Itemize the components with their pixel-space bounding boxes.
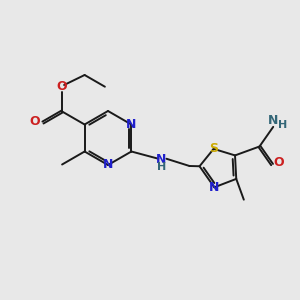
Text: N: N (209, 181, 220, 194)
Text: H: H (157, 162, 166, 172)
Text: O: O (57, 80, 68, 94)
Text: N: N (103, 158, 113, 172)
Text: N: N (126, 118, 136, 131)
Text: N: N (156, 153, 167, 166)
Text: O: O (30, 115, 40, 128)
Text: S: S (209, 142, 218, 155)
Text: H: H (278, 120, 287, 130)
Text: N: N (268, 114, 278, 128)
Text: O: O (274, 156, 284, 169)
